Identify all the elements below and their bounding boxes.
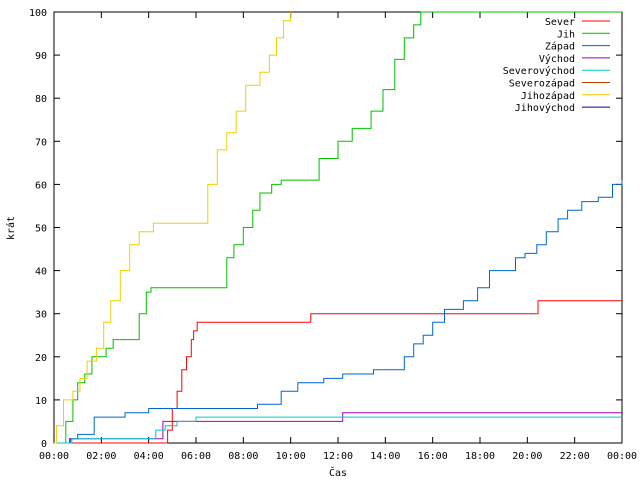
y-tick-label: 80 — [35, 94, 47, 105]
series-line-jih — [54, 11, 622, 444]
y-tick-label: 10 — [35, 396, 47, 407]
y-axis-label: krát — [5, 216, 17, 240]
legend-label-severovychod: Severovýchod — [503, 65, 575, 77]
x-tick-label: 10:00 — [276, 451, 306, 462]
legend-label-sever: Sever — [545, 17, 575, 28]
x-tick-label: 02:00 — [86, 451, 116, 462]
series-line-sever — [54, 300, 622, 444]
y-tick-label: 0 — [41, 439, 47, 450]
x-tick-label: 18:00 — [465, 451, 495, 462]
y-tick-label: 100 — [29, 8, 47, 19]
y-tick-label: 40 — [35, 267, 47, 278]
y-tick-label: 50 — [35, 224, 47, 235]
x-tick-label: 04:00 — [134, 451, 164, 462]
x-tick-label: 08:00 — [228, 451, 258, 462]
x-tick-label: 00:00 — [39, 451, 69, 462]
x-tick-label: 06:00 — [181, 451, 211, 462]
y-tick-label: 30 — [35, 310, 47, 321]
y-tick-label: 70 — [35, 137, 47, 148]
series-line-zapad — [54, 180, 623, 444]
x-tick-label: 16:00 — [418, 451, 448, 462]
legend-label-zapad: Západ — [545, 41, 575, 53]
series-layer — [54, 11, 623, 444]
x-tick-label: 20:00 — [512, 451, 542, 462]
legend-label-jihovychod: Jihovýchod — [515, 102, 575, 114]
x-tick-label: 14:00 — [370, 451, 400, 462]
y-tick-label: 60 — [35, 180, 47, 191]
series-line-severovychod — [54, 416, 622, 444]
x-tick-label: 12:00 — [323, 451, 353, 462]
y-tick-label: 20 — [35, 353, 47, 364]
legend-label-vychod: Východ — [539, 53, 575, 65]
x-tick-label: 22:00 — [560, 451, 590, 462]
legend-label-jihozapad: Jihozápad — [521, 90, 575, 102]
legend-label-jih: Jih — [557, 29, 575, 40]
legend: SeverJihZápadVýchodSeverovýchodSeverozáp… — [503, 17, 610, 114]
x-tick-label: 00:00 — [607, 451, 637, 462]
y-tick-label: 90 — [35, 51, 47, 62]
ticks-layer: 0 10 20 30 40 50 60 70 80 90 100 00:00 02:00 04:00 06:… — [29, 8, 637, 462]
legend-label-severozapad: Severozápad — [509, 78, 575, 90]
series-line-jihozapad — [54, 12, 292, 444]
x-axis-label: Čas — [329, 466, 347, 479]
